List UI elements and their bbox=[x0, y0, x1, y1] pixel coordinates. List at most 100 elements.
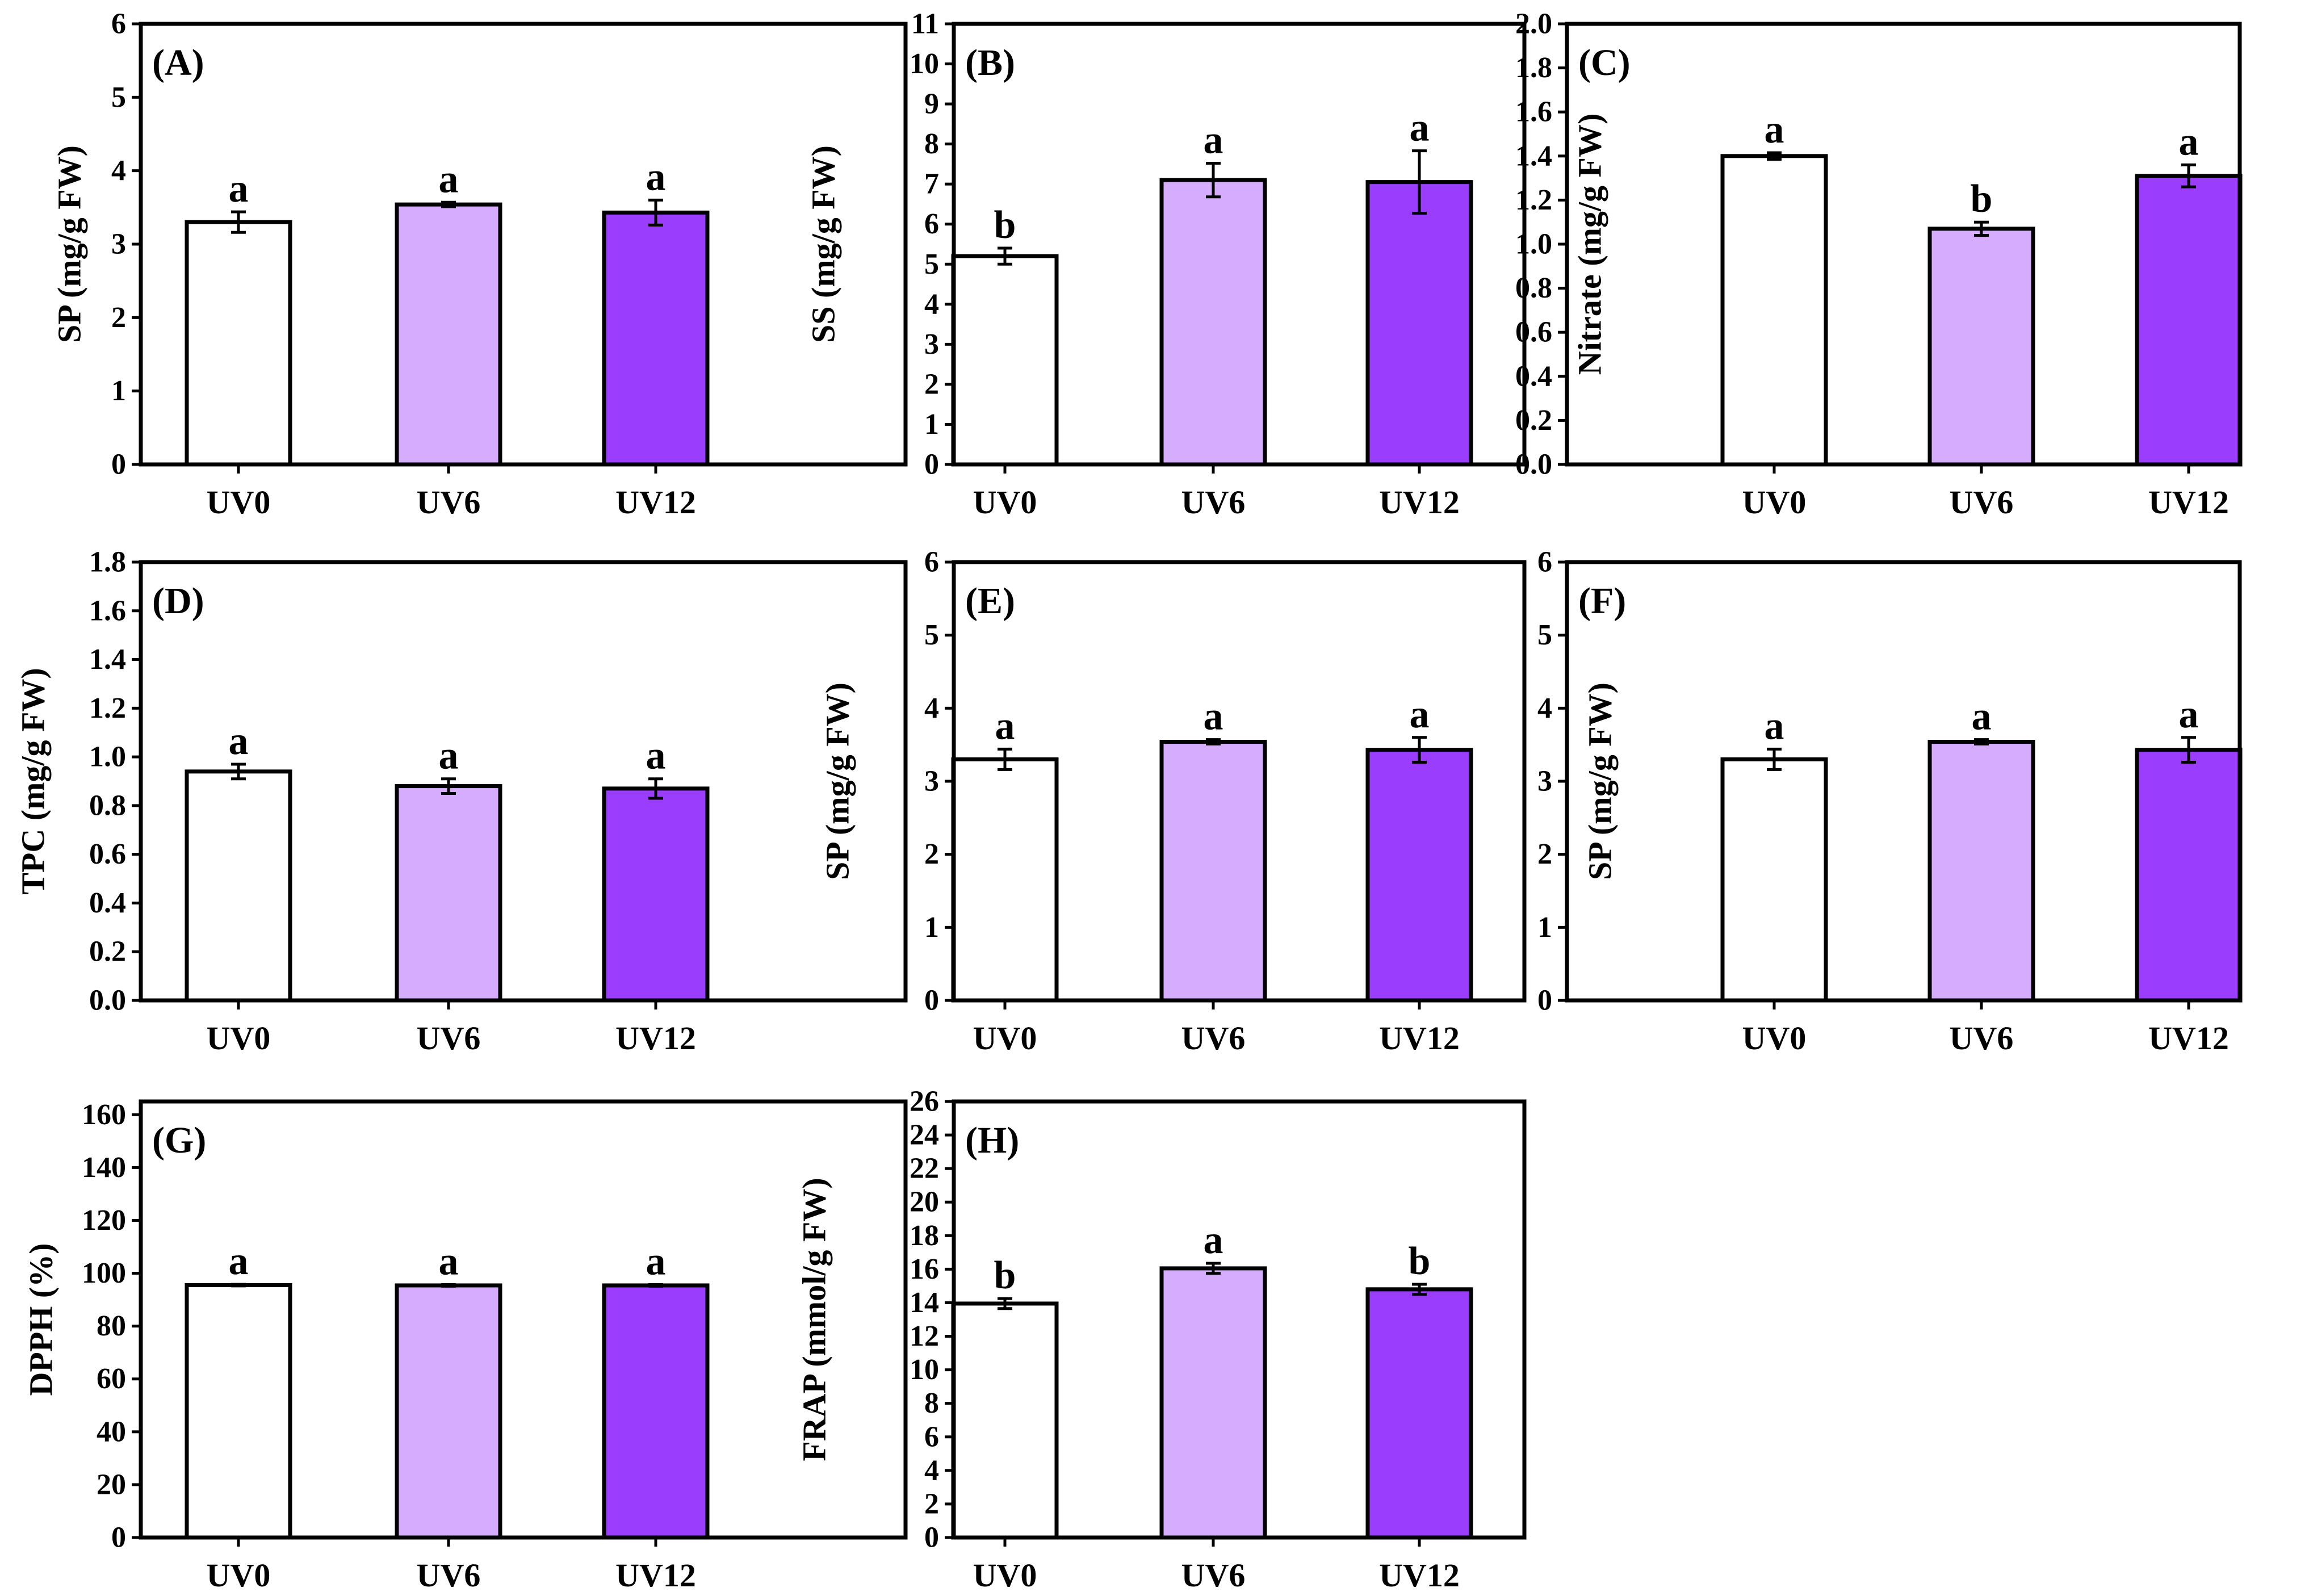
y-axis-title: SP (mg/g FW) bbox=[51, 145, 88, 343]
x-tick-label-uv0: UV0 bbox=[973, 1557, 1037, 1594]
y-tick-label: 12 bbox=[910, 1320, 939, 1352]
y-tick-label: 6 bbox=[924, 208, 939, 240]
significance-letter-uv6: a bbox=[1204, 1218, 1223, 1262]
y-tick-label: 0.2 bbox=[89, 936, 126, 968]
significance-letter-uv12: a bbox=[1410, 693, 1430, 736]
x-tick-label-uv12: UV12 bbox=[1379, 1557, 1460, 1594]
y-tick-label: 10 bbox=[910, 1354, 939, 1386]
y-tick-label: 1.2 bbox=[1515, 184, 1552, 216]
error-bar-uv6 bbox=[1206, 161, 1221, 199]
significance-letter-uv12: a bbox=[2179, 693, 2199, 736]
error-bar-uv6 bbox=[441, 1283, 456, 1288]
x-tick-label-uv6: UV6 bbox=[1181, 484, 1246, 521]
y-tick-label: 4 bbox=[924, 692, 939, 724]
x-tick-label-uv6: UV6 bbox=[417, 1020, 481, 1057]
error-bar-uv12 bbox=[648, 777, 663, 800]
y-tick-label: 0 bbox=[1537, 985, 1552, 1017]
y-tick-label: 11 bbox=[911, 8, 939, 40]
y-tick-label: 120 bbox=[82, 1204, 126, 1237]
bar-uv6 bbox=[1159, 1266, 1267, 1540]
significance-letter-uv0: b bbox=[994, 203, 1016, 247]
y-tick-label: 1.2 bbox=[89, 692, 126, 724]
plot-frame bbox=[139, 1099, 908, 1540]
chart-panel-a: a a a 0 1 2 3 4 5 6 UV0 UV6 UV12 SP (mg/g FW) (A) bbox=[51, 8, 908, 521]
significance-letter-uv0: a bbox=[1765, 108, 1784, 152]
bar-uv0 bbox=[951, 254, 1059, 467]
significance-letter-uv0: b bbox=[994, 1254, 1016, 1297]
bar-uv0 bbox=[1720, 154, 1828, 467]
y-tick-label: 80 bbox=[97, 1310, 126, 1342]
y-tick-label: 6 bbox=[111, 8, 126, 40]
y-tick-label: 1.8 bbox=[89, 546, 126, 579]
y-tick-label: 3 bbox=[924, 328, 939, 361]
y-tick-label: 0 bbox=[924, 985, 939, 1017]
y-tick-label: 7 bbox=[924, 168, 939, 200]
y-tick-label: 16 bbox=[910, 1253, 939, 1285]
y-tick-label: 60 bbox=[97, 1363, 126, 1395]
x-tick-label-uv0: UV0 bbox=[973, 1020, 1037, 1057]
error-bar-uv0 bbox=[998, 747, 1012, 771]
x-tick-label-uv6: UV6 bbox=[417, 484, 481, 521]
panel-title: (D) bbox=[152, 580, 204, 622]
bar-uv12 bbox=[2135, 174, 2243, 467]
y-tick-label: 10 bbox=[910, 48, 939, 80]
y-tick-label: 0.2 bbox=[1515, 404, 1552, 437]
bar-uv6 bbox=[395, 202, 502, 467]
y-tick-label: 1.4 bbox=[89, 643, 126, 676]
x-tick-label-uv12: UV12 bbox=[2148, 1020, 2229, 1057]
significance-letter-uv6: a bbox=[439, 1240, 459, 1284]
y-tick-label: 5 bbox=[924, 619, 939, 651]
x-tick-label-uv0: UV0 bbox=[207, 484, 271, 521]
error-bar-uv12 bbox=[1412, 1283, 1427, 1296]
significance-letter-uv0: a bbox=[229, 719, 249, 763]
y-tick-label: 160 bbox=[82, 1099, 126, 1131]
chart-panel-d: a a a 0.0 0.2 0.4 0.6 0.8 1.0 1.2 1.4 1.6 1.8 UV0 UV6 U… bbox=[15, 546, 908, 1057]
error-bar-uv6 bbox=[1974, 738, 1989, 745]
bar-uv6 bbox=[395, 1283, 502, 1540]
error-bar-uv0 bbox=[231, 1283, 246, 1288]
y-tick-label: 5 bbox=[1537, 619, 1552, 651]
bar-uv6 bbox=[395, 784, 502, 1003]
x-tick-label-uv12: UV12 bbox=[615, 484, 696, 521]
panel-title: (H) bbox=[965, 1120, 1019, 1161]
significance-letter-uv12: a bbox=[1410, 106, 1430, 150]
y-tick-label: 1 bbox=[1537, 911, 1552, 944]
error-bar-uv12 bbox=[1412, 149, 1427, 215]
x-tick-label-uv12: UV12 bbox=[615, 1557, 696, 1594]
x-tick-label-uv12: UV12 bbox=[2148, 484, 2229, 521]
y-tick-label: 22 bbox=[910, 1153, 939, 1185]
significance-letter-uv0: a bbox=[995, 704, 1015, 748]
x-tick-label-uv6: UV6 bbox=[1181, 1557, 1246, 1594]
significance-letter-uv12: a bbox=[2179, 120, 2199, 164]
y-tick-label: 8 bbox=[924, 1387, 939, 1419]
y-tick-label: 1.6 bbox=[1515, 96, 1552, 128]
error-bar-uv0 bbox=[998, 246, 1012, 266]
x-tick-label-uv12: UV12 bbox=[1379, 484, 1460, 521]
error-bar-uv12 bbox=[2181, 736, 2196, 764]
plot-frame bbox=[952, 1099, 1527, 1540]
significance-letter-uv12: a bbox=[646, 155, 666, 199]
y-tick-label: 8 bbox=[924, 128, 939, 160]
y-tick-label: 24 bbox=[910, 1119, 939, 1151]
y-tick-label: 2 bbox=[924, 1488, 939, 1520]
x-tick-label-uv6: UV6 bbox=[1181, 1020, 1246, 1057]
y-tick-label: 100 bbox=[82, 1257, 126, 1289]
y-tick-label: 0.8 bbox=[89, 789, 126, 822]
error-bar-uv0 bbox=[998, 1297, 1012, 1310]
y-tick-label: 2.0 bbox=[1515, 8, 1552, 40]
y-axis-title: TPC (mg/g FW) bbox=[15, 668, 52, 895]
y-tick-label: 140 bbox=[82, 1151, 126, 1184]
y-tick-label: 1.0 bbox=[1515, 228, 1552, 261]
chart-panel-e: a a a 0 1 2 3 4 5 6 UV0 UV6 UV12 SP (mg/g FW) (E) bbox=[819, 546, 1527, 1057]
y-tick-label: 0.0 bbox=[1515, 449, 1552, 481]
y-tick-label: 14 bbox=[910, 1287, 939, 1319]
y-tick-label: 2 bbox=[924, 368, 939, 400]
error-bar-uv6 bbox=[1206, 738, 1221, 745]
y-tick-label: 1 bbox=[924, 408, 939, 441]
x-tick-label-uv12: UV12 bbox=[615, 1020, 696, 1057]
y-tick-label: 0.4 bbox=[1515, 360, 1552, 392]
y-axis-title: FRAP (mmol/g FW) bbox=[796, 1178, 833, 1461]
y-tick-label: 20 bbox=[910, 1186, 939, 1218]
y-axis-title: DPPH (%) bbox=[23, 1243, 60, 1396]
